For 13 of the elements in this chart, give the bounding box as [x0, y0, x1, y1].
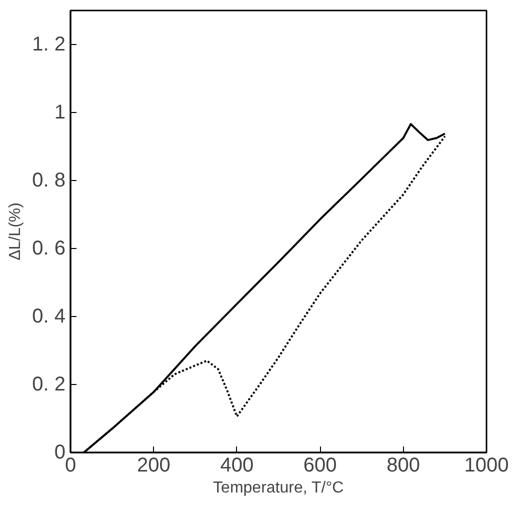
x-tick-label: 800	[386, 454, 420, 476]
y-axis-title: ΔL/L(%)	[7, 202, 24, 260]
y-tick-label: 0. 8	[32, 170, 66, 192]
x-tick-label: 200	[137, 454, 170, 476]
y-tick-label: 0. 2	[32, 374, 66, 396]
y-tick-label: 1. 2	[32, 34, 66, 56]
x-tick-label: 1000	[464, 454, 509, 476]
x-tick-label: 400	[220, 454, 254, 476]
y-tick-label: 0. 4	[32, 306, 66, 328]
y-tick-label: 0. 6	[32, 238, 66, 260]
x-axis-title: Temperature, T/°C	[213, 480, 344, 496]
x-tick-label: 600	[303, 454, 337, 476]
y-tick-label: 1	[54, 102, 66, 124]
